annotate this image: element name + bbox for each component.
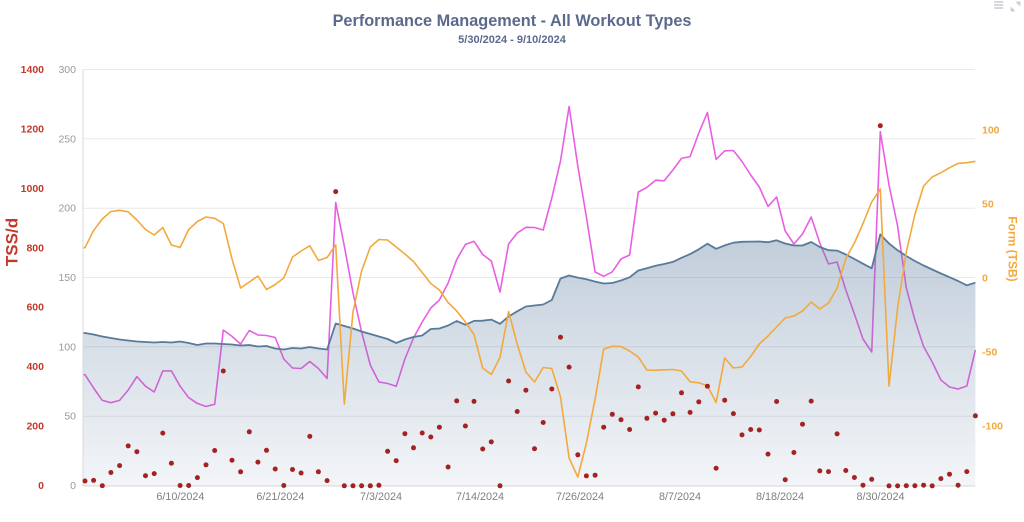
svg-text:-50: -50 bbox=[982, 347, 997, 359]
svg-text:50: 50 bbox=[982, 199, 994, 211]
svg-text:8/30/2024: 8/30/2024 bbox=[856, 491, 904, 503]
svg-text:7/14/2024: 7/14/2024 bbox=[456, 491, 504, 503]
svg-text:5/30/2024 - 9/10/2024: 5/30/2024 - 9/10/2024 bbox=[458, 34, 567, 46]
svg-text:-100: -100 bbox=[982, 421, 1003, 433]
svg-text:Performance Management - All W: Performance Management - All Workout Typ… bbox=[333, 12, 692, 30]
svg-text:400: 400 bbox=[26, 361, 44, 373]
svg-text:0: 0 bbox=[38, 480, 44, 492]
svg-text:7/26/2024: 7/26/2024 bbox=[556, 491, 604, 503]
svg-text:1200: 1200 bbox=[21, 123, 45, 135]
svg-text:600: 600 bbox=[26, 302, 44, 314]
svg-text:250: 250 bbox=[58, 133, 76, 145]
svg-text:1000: 1000 bbox=[21, 183, 45, 195]
svg-text:Form (TSB): Form (TSB) bbox=[1006, 216, 1020, 281]
svg-text:50: 50 bbox=[64, 411, 76, 423]
svg-text:6/21/2024: 6/21/2024 bbox=[256, 491, 304, 503]
svg-text:7/3/2024: 7/3/2024 bbox=[360, 491, 402, 503]
svg-text:300: 300 bbox=[58, 64, 76, 76]
svg-text:150: 150 bbox=[58, 272, 76, 284]
svg-text:100: 100 bbox=[982, 125, 1000, 137]
svg-text:1400: 1400 bbox=[21, 64, 45, 76]
svg-text:TSS/d: TSS/d bbox=[3, 218, 22, 266]
svg-text:0: 0 bbox=[982, 273, 988, 285]
svg-text:8/18/2024: 8/18/2024 bbox=[756, 491, 804, 503]
svg-text:6/10/2024: 6/10/2024 bbox=[156, 491, 204, 503]
svg-text:200: 200 bbox=[26, 421, 44, 433]
svg-text:200: 200 bbox=[58, 203, 76, 215]
svg-text:800: 800 bbox=[26, 242, 44, 254]
svg-text:100: 100 bbox=[58, 341, 76, 353]
svg-text:8/7/2024: 8/7/2024 bbox=[659, 491, 701, 503]
svg-text:0: 0 bbox=[70, 480, 76, 492]
